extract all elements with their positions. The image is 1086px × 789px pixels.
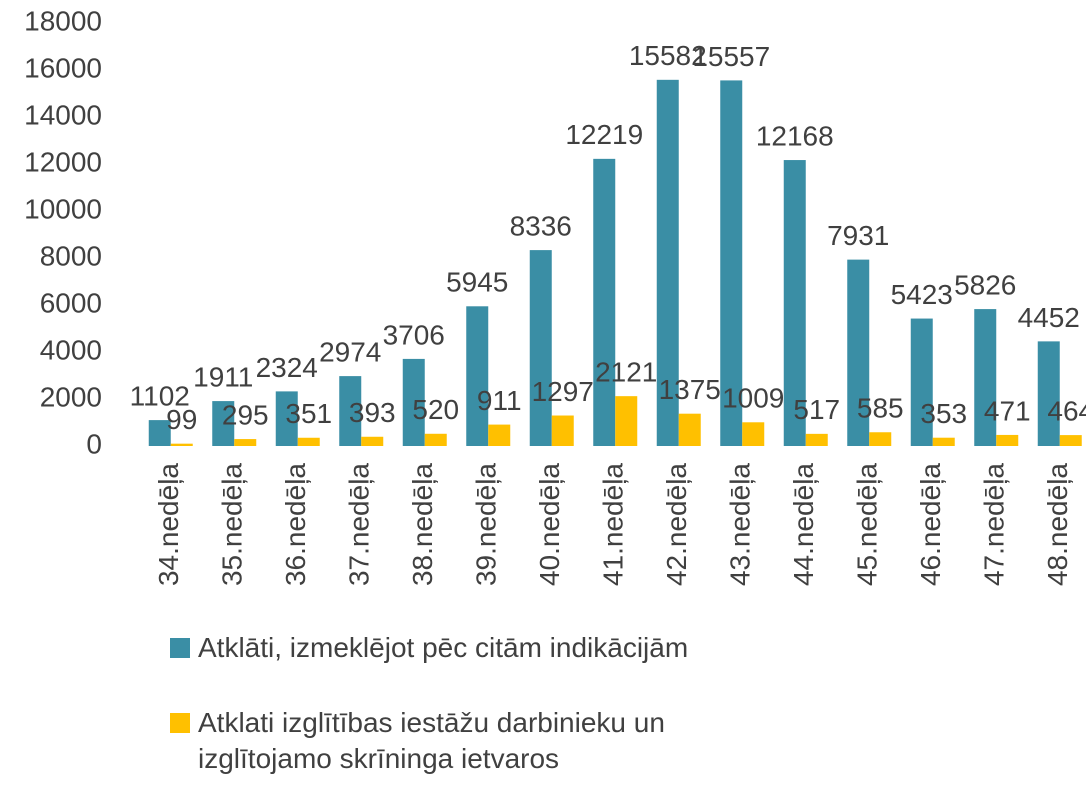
bar xyxy=(529,250,552,446)
x-tick-label: 42.nedēļa xyxy=(661,463,692,586)
data-label: 585 xyxy=(857,393,904,424)
x-tick-label: 44.nedēļa xyxy=(788,463,819,586)
x-tick-label: 45.nedēļa xyxy=(852,463,883,586)
x-tick-label: 43.nedēļa xyxy=(725,463,756,586)
bar xyxy=(593,158,616,446)
bar xyxy=(275,391,298,446)
bar xyxy=(402,358,425,446)
data-label: 1375 xyxy=(659,374,721,405)
x-tick-label: 48.nedēļa xyxy=(1042,463,1073,586)
y-tick-label: 0 xyxy=(86,428,102,459)
data-label: 5423 xyxy=(891,279,953,310)
y-tick-label: 2000 xyxy=(40,381,102,412)
x-tick-label: 34.nedēļa xyxy=(153,463,184,586)
bar xyxy=(424,433,447,446)
data-label: 2324 xyxy=(256,352,318,383)
y-tick-label: 14000 xyxy=(24,99,102,130)
data-label: 1009 xyxy=(722,383,784,414)
y-tick-label: 12000 xyxy=(24,146,102,177)
data-label: 1911 xyxy=(193,361,253,392)
bar xyxy=(869,432,892,446)
data-label: 351 xyxy=(285,398,332,429)
x-tick-label: 47.nedēļa xyxy=(979,463,1010,586)
bar xyxy=(932,437,955,446)
data-label: 12168 xyxy=(756,120,834,151)
data-label: 15557 xyxy=(692,41,770,72)
bar xyxy=(996,434,1019,446)
bar xyxy=(148,420,171,446)
data-label: 911 xyxy=(477,385,522,416)
bar xyxy=(910,318,933,446)
bar xyxy=(805,433,828,446)
bar xyxy=(1037,341,1060,446)
x-tick-label: 35.nedēļa xyxy=(217,463,248,586)
bar xyxy=(488,424,511,446)
data-label: 12219 xyxy=(565,119,643,150)
data-label: 464 xyxy=(1047,395,1086,426)
data-label: 1297 xyxy=(532,376,594,407)
bar xyxy=(234,439,257,446)
bar xyxy=(974,309,997,446)
data-label: 8336 xyxy=(510,210,572,241)
y-tick-label: 4000 xyxy=(40,334,102,365)
bar xyxy=(297,437,320,446)
bar xyxy=(742,422,765,446)
data-label: 15582 xyxy=(629,40,707,71)
x-tick-label: 39.nedēļa xyxy=(471,463,502,586)
data-label: 517 xyxy=(793,394,840,425)
y-tick-label: 18000 xyxy=(24,5,102,36)
bar xyxy=(720,80,743,447)
data-label: 99 xyxy=(166,404,197,435)
x-tick-label: 46.nedēļa xyxy=(915,463,946,586)
bar xyxy=(656,79,679,446)
data-label: 520 xyxy=(412,394,459,425)
x-tick-label: 37.nedēļa xyxy=(344,463,375,586)
x-tick-label: 36.nedēļa xyxy=(280,463,311,586)
bar xyxy=(847,259,870,446)
bar xyxy=(783,160,806,446)
y-tick-label: 8000 xyxy=(40,240,102,271)
data-label: 295 xyxy=(222,399,269,430)
y-tick-label: 10000 xyxy=(24,193,102,224)
data-label: 353 xyxy=(920,398,967,429)
x-tick-label: 41.nedēļa xyxy=(598,463,629,586)
data-label: 5945 xyxy=(446,267,508,298)
bar xyxy=(551,415,574,446)
legend-label: Atklāti, izmeklējot pēc citām indikācijā… xyxy=(198,632,689,663)
legend-label: Atklati izglītības iestāžu darbinieku un… xyxy=(198,707,665,774)
data-label: 7931 xyxy=(827,220,889,251)
data-label: 2974 xyxy=(319,337,381,368)
bar xyxy=(615,396,638,446)
legend-swatch xyxy=(170,713,190,733)
x-tick-label: 40.nedēļa xyxy=(534,463,565,586)
legend-entry: Atklāti, izmeklējot pēc citām indikācijā… xyxy=(170,630,990,666)
data-label: 393 xyxy=(349,397,396,428)
y-tick-label: 6000 xyxy=(40,287,102,318)
bar xyxy=(212,401,235,446)
bar xyxy=(678,413,701,446)
data-label: 471 xyxy=(984,395,1031,426)
bar xyxy=(339,376,362,446)
x-tick-label: 38.nedēļa xyxy=(407,463,438,586)
bar xyxy=(1059,435,1082,446)
bar xyxy=(361,436,384,446)
data-label: 3706 xyxy=(383,319,445,350)
data-label: 1102 xyxy=(130,380,190,411)
legend-swatch xyxy=(170,638,190,658)
bar xyxy=(170,443,193,446)
bar xyxy=(466,306,489,446)
y-tick-label: 16000 xyxy=(24,52,102,83)
data-label: 5826 xyxy=(954,269,1016,300)
data-label: 2121 xyxy=(595,357,657,388)
legend-entry: Atklati izglītības iestāžu darbinieku un… xyxy=(170,705,990,777)
data-label: 4452 xyxy=(1018,302,1080,333)
